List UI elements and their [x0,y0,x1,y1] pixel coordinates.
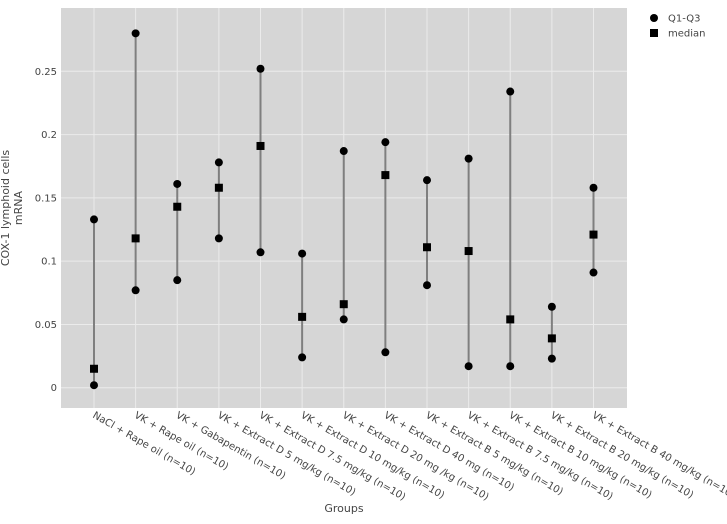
median-point [132,234,140,242]
x-axis-title: Groups [324,502,363,515]
q3-point [257,65,265,73]
q1-point [257,248,265,256]
q1-point [173,276,181,284]
q3-point [590,184,598,192]
legend-square-marker [650,29,658,37]
median-point [340,300,348,308]
y-axis-title: COX-1 lymphoid cellsmRNA [0,150,25,267]
q3-point [132,29,140,37]
y-tick-labels: 0 0.05 0.1 0.15 0.2 0.25 [35,67,57,394]
legend-label: median [668,29,706,40]
q3-point [90,215,98,223]
median-point [590,231,598,239]
y-tick-label: 0 [51,383,57,394]
y-tick-label: 0.15 [35,193,57,204]
q3-point [381,138,389,146]
q1-point [381,348,389,356]
median-point [381,171,389,179]
q1-point [215,234,223,242]
q3-point [548,303,556,311]
q1-point [90,381,98,389]
median-point [298,313,306,321]
q3-point [465,155,473,163]
q1-point [465,362,473,370]
median-point [465,247,473,255]
y-tick-label: 0.1 [41,257,57,268]
q1-point [548,355,556,363]
legend-label: Q1-Q3 [668,14,700,25]
y-axis-title-line: COX-1 lymphoid cells [0,150,12,267]
legend: Q1-Q3 median [650,14,706,40]
median-point [423,243,431,251]
median-point [548,334,556,342]
y-tick-label: 0.25 [35,67,57,78]
median-point [506,315,514,323]
median-point [215,184,223,192]
q3-point [340,147,348,155]
q1-point [340,315,348,323]
q3-point [173,180,181,188]
q1-point [506,362,514,370]
q1-point [298,353,306,361]
q1-point [590,269,598,277]
q3-point [423,176,431,184]
median-point [90,365,98,373]
q3-point [506,88,514,96]
y-tick-label: 0.05 [35,320,57,331]
q3-point [215,158,223,166]
x-tick-label: VK + Extract B 40 mg/kg (n=10) [590,410,727,501]
median-point [257,142,265,150]
y-axis-title-line: mRNA [12,190,25,225]
q1-point [132,286,140,294]
q3-point [298,250,306,258]
y-tick-label: 0.2 [41,130,57,141]
legend-circle-marker [650,14,658,22]
x-tick-labels: NaCl + Rape oil (n=10)VK + Rape oil (n=1… [91,410,727,503]
median-point [173,203,181,211]
q1-point [423,281,431,289]
